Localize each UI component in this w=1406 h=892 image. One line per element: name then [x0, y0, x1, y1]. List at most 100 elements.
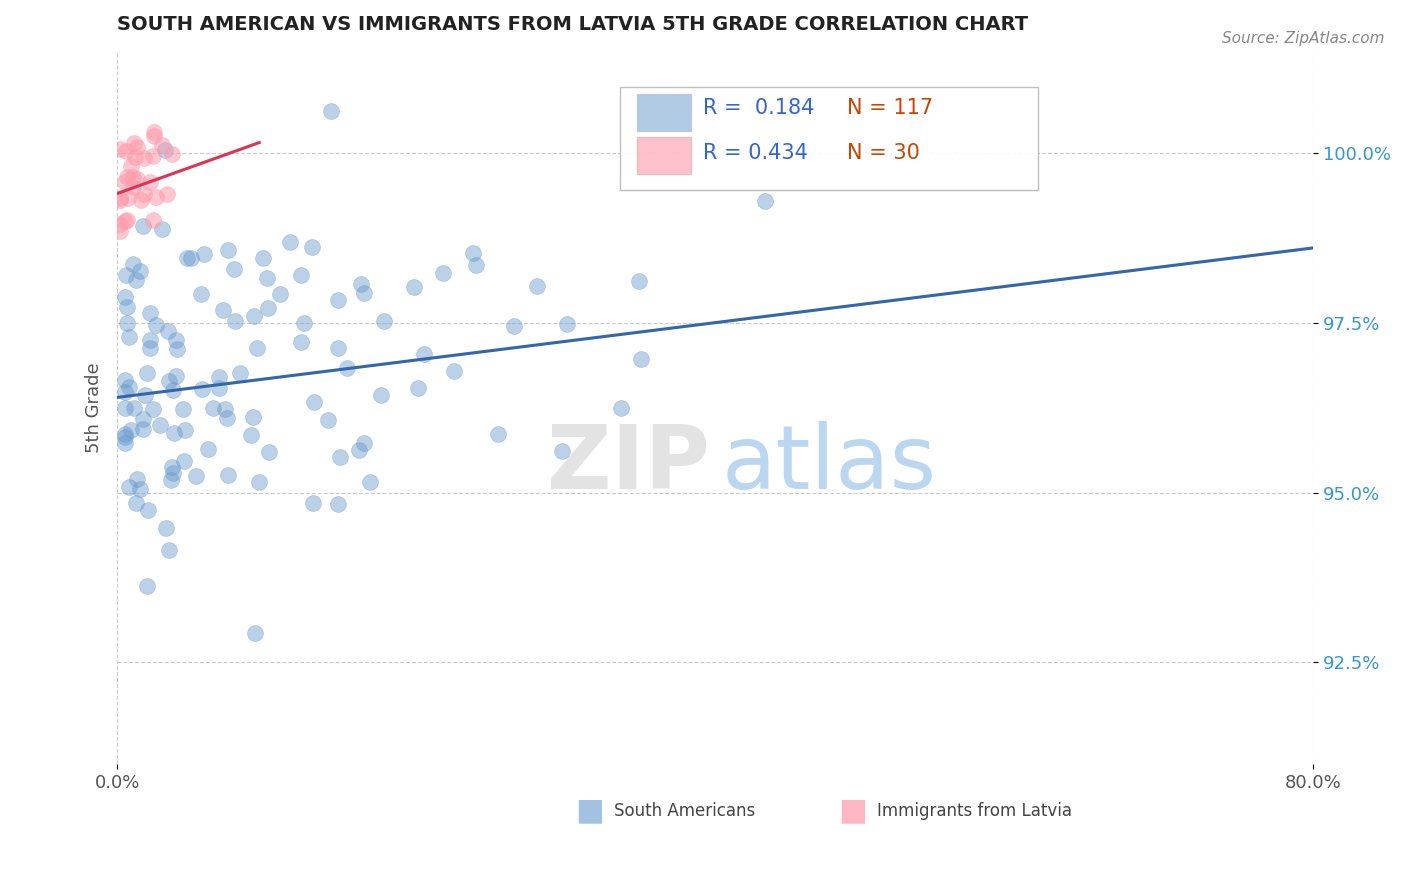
- Point: [129, 193, 152, 207]
- Point: [134, 187, 156, 202]
- Point: [190, 287, 212, 301]
- Point: [157, 543, 180, 558]
- Point: [120, 159, 142, 173]
- Point: [290, 334, 312, 349]
- Point: [162, 466, 184, 480]
- Point: [114, 429, 136, 443]
- Point: [136, 366, 159, 380]
- Text: ■: ■: [838, 797, 868, 825]
- Bar: [637, 95, 692, 131]
- Text: N = 30: N = 30: [846, 143, 920, 163]
- Point: [131, 411, 153, 425]
- Text: SOUTH AMERICAN VS IMMIGRANTS FROM LATVIA 5TH GRADE CORRELATION CHART: SOUTH AMERICAN VS IMMIGRANTS FROM LATVIA…: [117, 15, 1028, 34]
- Point: [212, 303, 235, 318]
- Point: [166, 343, 188, 357]
- Point: [121, 170, 143, 185]
- Point: [129, 264, 152, 278]
- Point: [117, 316, 139, 330]
- Point: [114, 401, 136, 416]
- Point: [443, 363, 465, 377]
- Point: [155, 521, 177, 535]
- Point: [143, 125, 166, 139]
- Point: [373, 314, 395, 328]
- Point: [108, 224, 131, 238]
- Point: [114, 290, 136, 304]
- Point: [328, 341, 350, 355]
- Point: [124, 150, 146, 164]
- Point: [349, 442, 371, 457]
- Point: [353, 285, 375, 300]
- Point: [208, 370, 231, 384]
- Point: [301, 240, 323, 254]
- Point: [115, 213, 138, 227]
- Point: [125, 172, 148, 186]
- Point: [301, 496, 323, 510]
- Point: [114, 385, 136, 400]
- Point: [139, 334, 162, 348]
- Point: [224, 314, 246, 328]
- Point: [186, 468, 208, 483]
- Point: [115, 144, 138, 158]
- Point: [145, 318, 167, 332]
- Text: Immigrants from Latvia: Immigrants from Latvia: [877, 802, 1071, 820]
- Point: [217, 468, 239, 483]
- Point: [128, 482, 150, 496]
- Point: [145, 190, 167, 204]
- Point: [152, 137, 174, 152]
- Point: [257, 301, 280, 315]
- Point: [117, 191, 139, 205]
- Point: [224, 262, 246, 277]
- Point: [139, 175, 162, 189]
- Point: [115, 300, 138, 314]
- Text: ZIP: ZIP: [547, 421, 709, 508]
- Point: [201, 401, 224, 416]
- Point: [127, 140, 149, 154]
- Point: [162, 383, 184, 397]
- Text: South Americans: South Americans: [613, 802, 755, 820]
- Point: [316, 413, 339, 427]
- Point: [136, 579, 159, 593]
- Point: [114, 436, 136, 450]
- Point: [153, 143, 176, 157]
- Point: [110, 191, 132, 205]
- Point: [208, 381, 231, 395]
- Point: [118, 380, 141, 394]
- Point: [114, 175, 136, 189]
- Point: [247, 475, 270, 489]
- Point: [551, 444, 574, 458]
- Point: [115, 268, 138, 282]
- Point: [134, 152, 156, 166]
- Point: [157, 324, 180, 338]
- Point: [252, 252, 274, 266]
- Point: [136, 503, 159, 517]
- Point: [269, 287, 291, 301]
- Point: [114, 427, 136, 442]
- Point: [240, 428, 263, 442]
- Point: [278, 235, 301, 249]
- Point: [108, 193, 131, 207]
- Point: [319, 103, 342, 118]
- Point: [118, 480, 141, 494]
- Point: [172, 401, 194, 416]
- Text: atlas: atlas: [721, 421, 936, 508]
- Text: Source: ZipAtlas.com: Source: ZipAtlas.com: [1222, 31, 1385, 46]
- Point: [132, 219, 155, 234]
- Point: [149, 417, 172, 432]
- Point: [142, 401, 165, 416]
- Point: [302, 395, 325, 409]
- Point: [157, 374, 180, 388]
- Point: [610, 401, 633, 416]
- Point: [349, 277, 371, 291]
- Point: [246, 341, 269, 355]
- Point: [326, 293, 349, 307]
- Point: [174, 423, 197, 437]
- Point: [217, 243, 239, 257]
- Point: [197, 442, 219, 456]
- Point: [114, 373, 136, 387]
- Y-axis label: 5th Grade: 5th Grade: [86, 362, 103, 453]
- Point: [630, 352, 652, 367]
- Point: [156, 187, 179, 202]
- Bar: [637, 137, 692, 174]
- Point: [193, 247, 215, 261]
- Point: [353, 436, 375, 450]
